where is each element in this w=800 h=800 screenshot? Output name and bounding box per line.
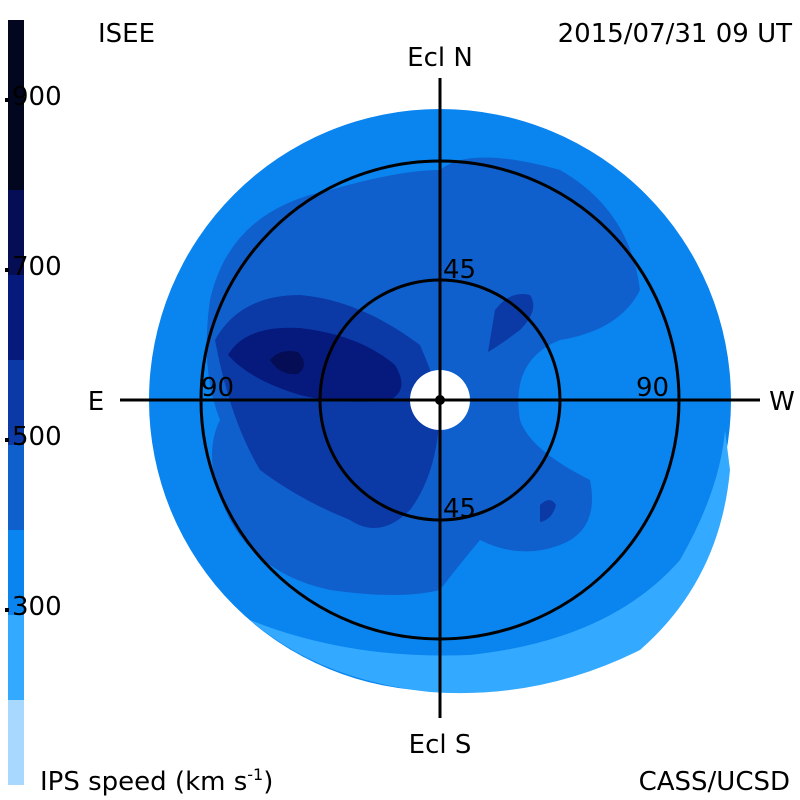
- colorbar-band-5: [8, 360, 24, 445]
- colorbar-label-500: 500: [12, 422, 62, 452]
- colorbar: 900 700 500 300: [5, 20, 62, 785]
- axis-label-south: Ecl S: [409, 730, 472, 760]
- colorbar-band-6: [8, 275, 24, 360]
- colorbar-band-2: [8, 615, 24, 700]
- colorbar-title-close: ): [263, 767, 273, 797]
- axis-label-north: Ecl N: [407, 43, 473, 73]
- colorbar-band-4: [8, 445, 24, 530]
- elongation-label-east-90: 90: [201, 373, 234, 403]
- colorbar-tick-900: [5, 98, 9, 102]
- timestamp: 2015/07/31 09 UT: [558, 19, 792, 49]
- sun-center-dot: [435, 395, 445, 405]
- elongation-label-west-90: 90: [636, 373, 669, 403]
- colorbar-tick-500: [5, 438, 9, 442]
- credit-label: CASS/UCSD: [639, 767, 790, 797]
- colorbar-band-8: [8, 20, 24, 190]
- colorbar-title-exponent: -1: [247, 765, 263, 784]
- colorbar-label-300: 300: [12, 592, 62, 622]
- colorbar-title: IPS speed (km s-1): [40, 765, 273, 797]
- map-dark-blob-ne: [488, 294, 534, 352]
- colorbar-title-main: IPS speed (km s: [40, 767, 247, 797]
- colorbar-label-900: 900: [12, 82, 62, 112]
- colorbar-label-700: 700: [12, 252, 62, 282]
- colorbar-band-3: [8, 530, 24, 615]
- colorbar-tick-300: [5, 608, 9, 612]
- map-light-region-bottom: [250, 430, 730, 694]
- map-darkest-spot: [270, 351, 304, 375]
- elongation-label-south-45: 45: [443, 494, 476, 524]
- colorbar-band-1: [8, 700, 24, 785]
- map-darker-region: [228, 327, 402, 402]
- axis-label-east: E: [88, 387, 104, 417]
- org-label: ISEE: [98, 19, 155, 49]
- map-dark-blob-se: [540, 500, 556, 522]
- sky-map: Ecl N Ecl S E W 45 45 90 90: [88, 43, 795, 760]
- colorbar-band-7: [8, 190, 24, 275]
- axis-label-west: W: [769, 387, 795, 417]
- colorbar-tick-700: [5, 268, 9, 272]
- elongation-label-north-45: 45: [443, 255, 476, 285]
